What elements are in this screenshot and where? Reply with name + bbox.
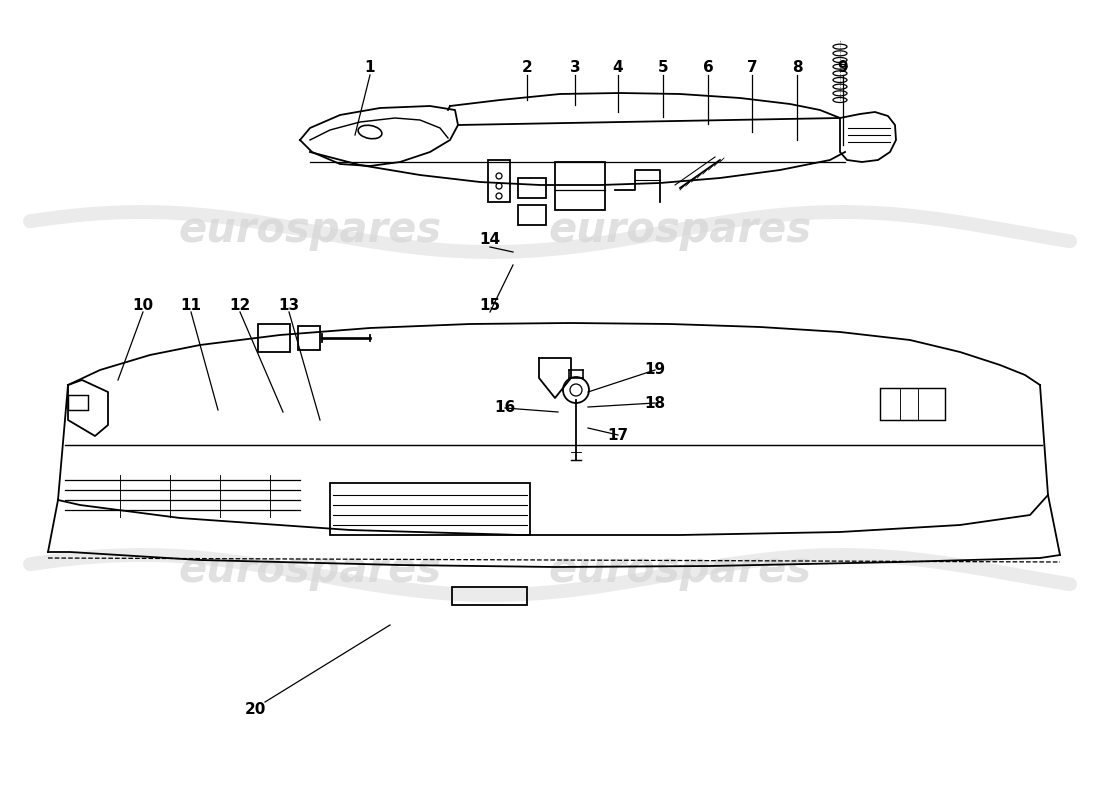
- Text: 10: 10: [132, 298, 154, 313]
- Text: 8: 8: [792, 61, 802, 75]
- Text: 3: 3: [570, 61, 581, 75]
- Text: 13: 13: [278, 298, 299, 313]
- Text: 11: 11: [180, 298, 201, 313]
- Text: 2: 2: [521, 61, 532, 75]
- Text: 4: 4: [613, 61, 624, 75]
- Text: eurospares: eurospares: [178, 209, 441, 251]
- Text: eurospares: eurospares: [549, 549, 812, 591]
- Text: 9: 9: [838, 61, 848, 75]
- Text: 20: 20: [244, 702, 266, 718]
- Text: 16: 16: [494, 401, 516, 415]
- Text: 6: 6: [703, 61, 714, 75]
- Text: 19: 19: [645, 362, 665, 378]
- Text: 1: 1: [365, 61, 375, 75]
- Text: eurospares: eurospares: [549, 209, 812, 251]
- Text: eurospares: eurospares: [178, 549, 441, 591]
- Text: 17: 17: [607, 427, 628, 442]
- Text: 5: 5: [658, 61, 669, 75]
- Text: 12: 12: [230, 298, 251, 313]
- Text: 14: 14: [480, 233, 501, 247]
- Text: 7: 7: [747, 61, 757, 75]
- Text: 18: 18: [645, 395, 665, 410]
- Text: 15: 15: [480, 298, 501, 313]
